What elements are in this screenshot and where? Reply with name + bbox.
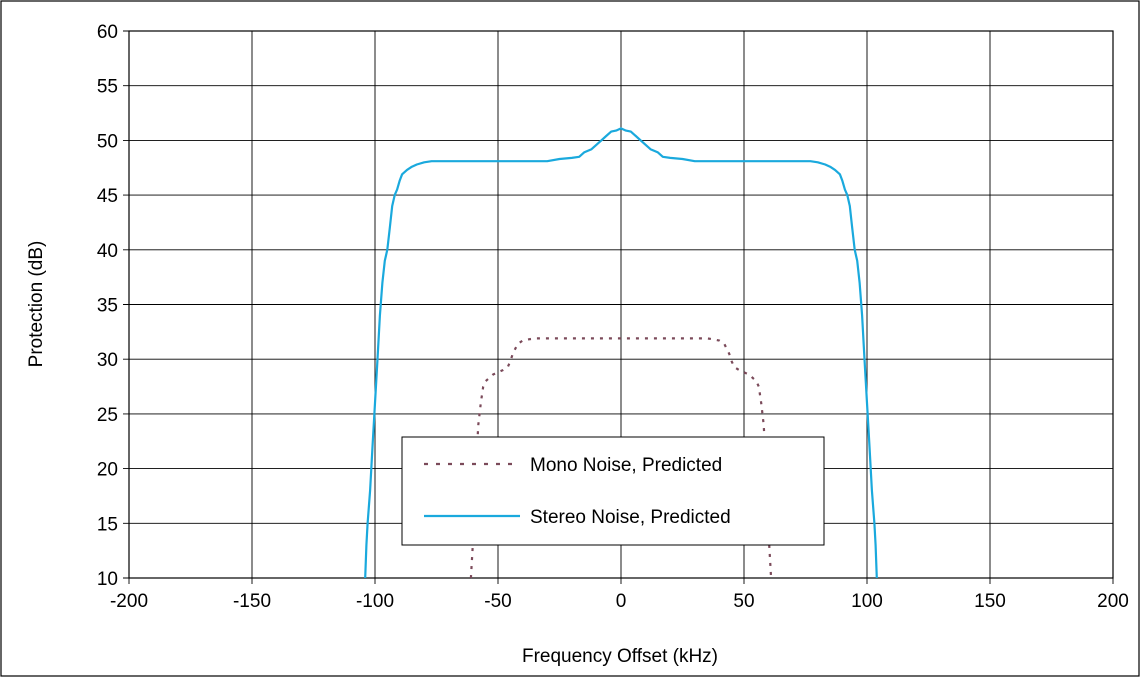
grid-lines — [123, 30, 1114, 584]
x-tick-label: -200 — [110, 591, 148, 612]
x-tick-label: -150 — [233, 591, 271, 612]
y-tick-label: 40 — [97, 241, 118, 262]
x-tick-label: -100 — [356, 591, 394, 612]
y-tick-label: 55 — [97, 77, 118, 98]
plot-area-border — [128, 30, 1114, 579]
legend-label-stereo: Stereo Noise, Predicted — [530, 507, 731, 528]
series-line-stereo-noise — [364, 127, 878, 579]
legend: Mono Noise, Predicted Stereo Noise, Pred… — [401, 436, 825, 546]
series-layer — [364, 127, 878, 579]
y-tick-labels: 10 15 20 25 30 35 40 45 50 55 60 — [97, 22, 118, 590]
y-tick-label: 20 — [97, 460, 118, 481]
y-tick-label: 45 — [97, 186, 118, 207]
x-tick-label: 150 — [974, 591, 1006, 612]
x-tick-labels: -200 -150 -100 -50 0 50 100 150 200 — [110, 591, 1129, 612]
legend-box — [401, 436, 825, 546]
y-tick-label: 60 — [97, 22, 118, 43]
x-tick-label: 50 — [733, 591, 754, 612]
legend-label-mono: Mono Noise, Predicted — [530, 455, 722, 476]
y-tick-label: 50 — [97, 131, 118, 152]
x-tick-label: 200 — [1097, 591, 1129, 612]
y-axis-label: Protection (dB) — [26, 241, 47, 368]
y-tick-label: 25 — [97, 405, 118, 426]
y-tick-label: 35 — [97, 296, 118, 317]
y-tick-label: 10 — [97, 569, 118, 590]
x-tick-label: -50 — [484, 591, 511, 612]
y-tick-label: 30 — [97, 350, 118, 371]
x-tick-label: 100 — [851, 591, 883, 612]
series-line-mono-noise — [469, 337, 773, 579]
y-tick-label: 15 — [97, 514, 118, 535]
x-tick-label: 0 — [616, 591, 627, 612]
x-axis-label: Frequency Offset (kHz) — [522, 646, 718, 667]
